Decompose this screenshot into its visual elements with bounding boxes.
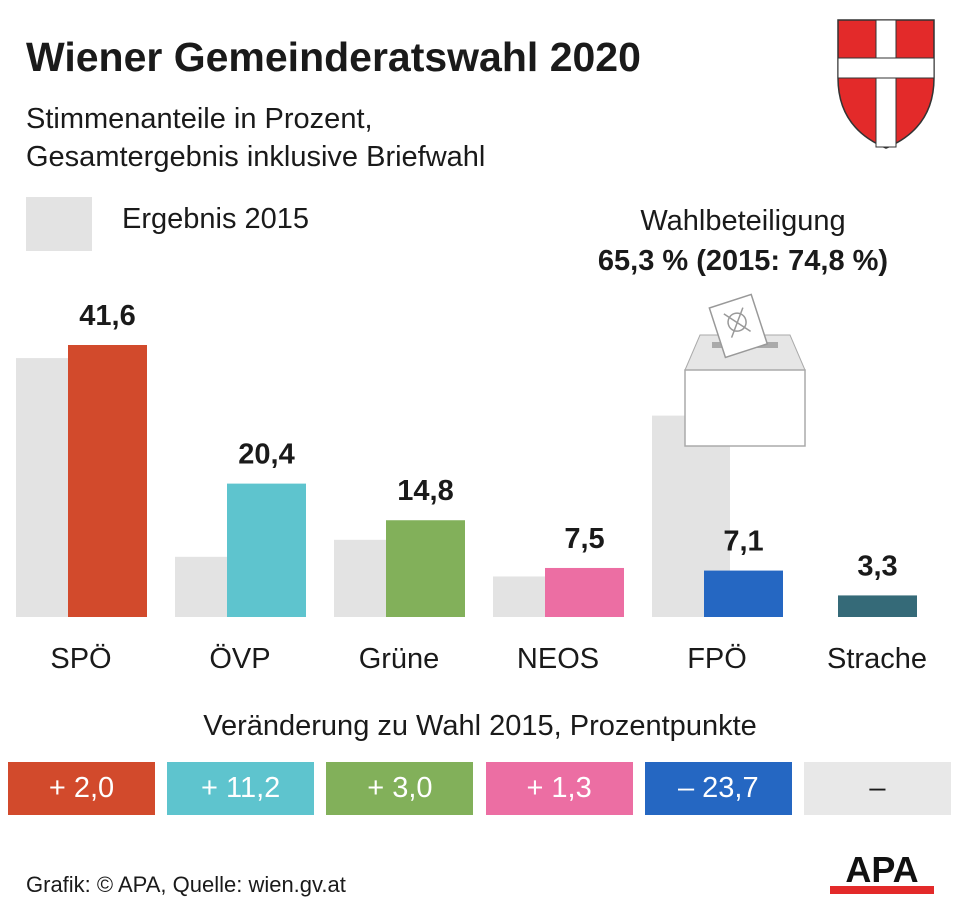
change-box: – 23,7: [644, 762, 792, 815]
category-label: FPÖ: [687, 643, 747, 675]
change-box: + 11,2: [167, 762, 315, 815]
change-title: Veränderung zu Wahl 2015, Prozentpunkte: [203, 710, 757, 742]
value-label: 41,6: [79, 300, 135, 332]
subtitle-line-1: Stimmenanteile in Prozent,: [26, 103, 373, 135]
value-label: 3,3: [857, 550, 897, 582]
ballot-box-icon: [684, 293, 806, 447]
turnout-value: 65,3 % (2015: 74,8 %): [597, 245, 889, 277]
value-label: 20,4: [238, 439, 294, 471]
change-box: + 3,0: [326, 762, 474, 815]
category-label: Strache: [827, 643, 927, 675]
bar-2020-5: [838, 595, 917, 617]
category-label: NEOS: [517, 643, 599, 675]
chart-title: Wiener Gemeinderatswahl 2020: [26, 34, 641, 80]
turnout-label: Wahlbeteiligung: [640, 205, 846, 237]
bar-2020-0: [68, 345, 147, 617]
category-label: Grüne: [359, 643, 440, 675]
change-box: + 1,3: [485, 762, 633, 815]
change-box: + 2,0: [8, 762, 155, 815]
subtitle-line-2: Gesamtergebnis inklusive Briefwahl: [26, 141, 486, 173]
bar-chart: 41,6 SPÖ 20,4 ÖVP 14,8 Grüne 7,5 NEOS 7,1 FPÖ 3,3 S…: [16, 293, 927, 675]
apa-logo: APA: [830, 852, 934, 894]
vienna-coat-of-arms-icon: [837, 19, 935, 149]
svg-text:APA: APA: [845, 852, 918, 890]
bar-2020-2: [386, 520, 465, 617]
bar-2020-1: [227, 483, 306, 617]
legend-swatch-2015: [26, 197, 92, 251]
legend-label: Ergebnis 2015: [122, 203, 310, 235]
bar-2020-4: [704, 570, 783, 617]
value-label: 7,5: [564, 523, 604, 555]
change-box: –: [804, 762, 951, 815]
source-credit: Grafik: © APA, Quelle: wien.gv.at: [26, 872, 346, 897]
category-label: ÖVP: [209, 643, 270, 675]
value-label: 14,8: [397, 475, 453, 507]
bar-2020-3: [545, 567, 624, 617]
value-label: 7,1: [723, 526, 763, 558]
category-label: SPÖ: [50, 643, 111, 675]
